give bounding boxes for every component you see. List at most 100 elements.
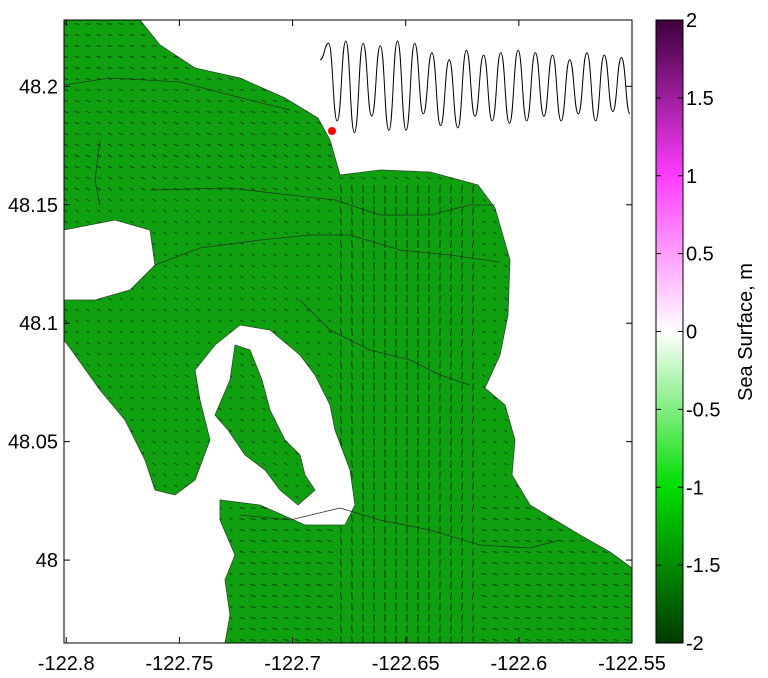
current-vector (340, 602, 342, 612)
current-vector (261, 110, 267, 114)
current-vector (471, 206, 475, 216)
current-vector (218, 319, 222, 323)
current-vector (273, 330, 277, 334)
current-vector (163, 440, 167, 444)
current-vector (547, 550, 553, 554)
current-vector (317, 363, 321, 367)
current-vector (261, 176, 267, 180)
current-vector (328, 308, 332, 312)
current-vector (450, 492, 452, 502)
current-vector (471, 371, 475, 381)
current-vector (351, 602, 353, 612)
current-vector (481, 550, 487, 554)
current-vector (482, 407, 486, 411)
current-vector (207, 231, 211, 235)
current-vector (174, 231, 178, 235)
current-vector (284, 451, 288, 455)
current-vector (196, 286, 200, 290)
current-vector (251, 418, 255, 422)
current-vector (317, 253, 321, 257)
current-vector (163, 253, 167, 257)
current-vector (306, 198, 310, 202)
current-vector (504, 462, 508, 466)
current-vector (196, 297, 200, 301)
current-vector (340, 272, 342, 282)
current-vector (218, 297, 222, 301)
current-vector (163, 451, 167, 455)
current-vector (461, 459, 463, 469)
current-vector (471, 415, 475, 425)
current-vector (461, 382, 463, 392)
current-vector (240, 363, 244, 367)
current-vector (360, 176, 366, 180)
current-vector (362, 228, 364, 238)
current-vector (439, 481, 441, 491)
current-vector (107, 154, 113, 158)
current-vector (240, 352, 244, 356)
current-vector (461, 492, 463, 502)
current-vector (217, 77, 223, 81)
current-vector (184, 132, 190, 136)
current-vector (251, 297, 255, 301)
current-vector (195, 165, 201, 169)
current-vector (450, 195, 452, 205)
current-vector (316, 594, 322, 598)
current-vector (185, 209, 189, 213)
current-vector (362, 393, 364, 403)
current-vector (294, 132, 300, 136)
colorbar-tick-label: 0 (686, 322, 697, 344)
current-vector (327, 187, 333, 191)
current-vector (240, 407, 244, 411)
current-vector (351, 613, 353, 623)
current-vector (536, 539, 542, 543)
current-vector (340, 327, 342, 337)
current-vector (261, 561, 267, 565)
current-vector (284, 297, 288, 301)
current-vector (283, 99, 289, 103)
current-vector (471, 272, 475, 282)
current-vector (64, 132, 69, 136)
current-vector (64, 121, 69, 125)
current-vector (514, 583, 520, 587)
current-vector (163, 407, 167, 411)
current-vector (196, 242, 200, 246)
current-vector (340, 536, 342, 546)
current-vector (218, 264, 222, 268)
current-vector (471, 294, 475, 304)
current-vector (362, 558, 364, 568)
current-vector (272, 627, 278, 631)
current-vector (174, 308, 178, 312)
current-vector (262, 429, 266, 433)
current-vector (602, 594, 608, 598)
current-vector (239, 165, 245, 169)
current-vector (228, 165, 234, 169)
current-vector (184, 165, 190, 169)
current-vector (306, 297, 310, 301)
x-tick-label: -122.6 (490, 653, 547, 675)
current-vector (461, 338, 463, 348)
current-vector (174, 220, 178, 224)
current-vector (228, 121, 234, 125)
current-vector (525, 638, 531, 642)
current-vector (450, 360, 452, 370)
current-vector (97, 374, 101, 378)
current-vector (152, 374, 156, 378)
current-vector (174, 330, 178, 334)
current-vector (351, 184, 353, 194)
current-vector (129, 154, 135, 158)
current-vector (351, 195, 353, 205)
current-vector (295, 308, 299, 312)
current-vector (493, 418, 497, 422)
current-vector (151, 121, 157, 125)
current-vector (482, 495, 486, 499)
current-vector (471, 404, 475, 414)
x-tick-label: -122.8 (38, 653, 95, 675)
current-vector (107, 45, 113, 47)
current-vector (74, 99, 80, 103)
current-vector (129, 45, 135, 47)
current-vector (362, 525, 364, 535)
current-vector (152, 341, 156, 345)
current-vector (283, 616, 289, 620)
current-vector (305, 165, 311, 169)
current-vector (439, 591, 441, 601)
